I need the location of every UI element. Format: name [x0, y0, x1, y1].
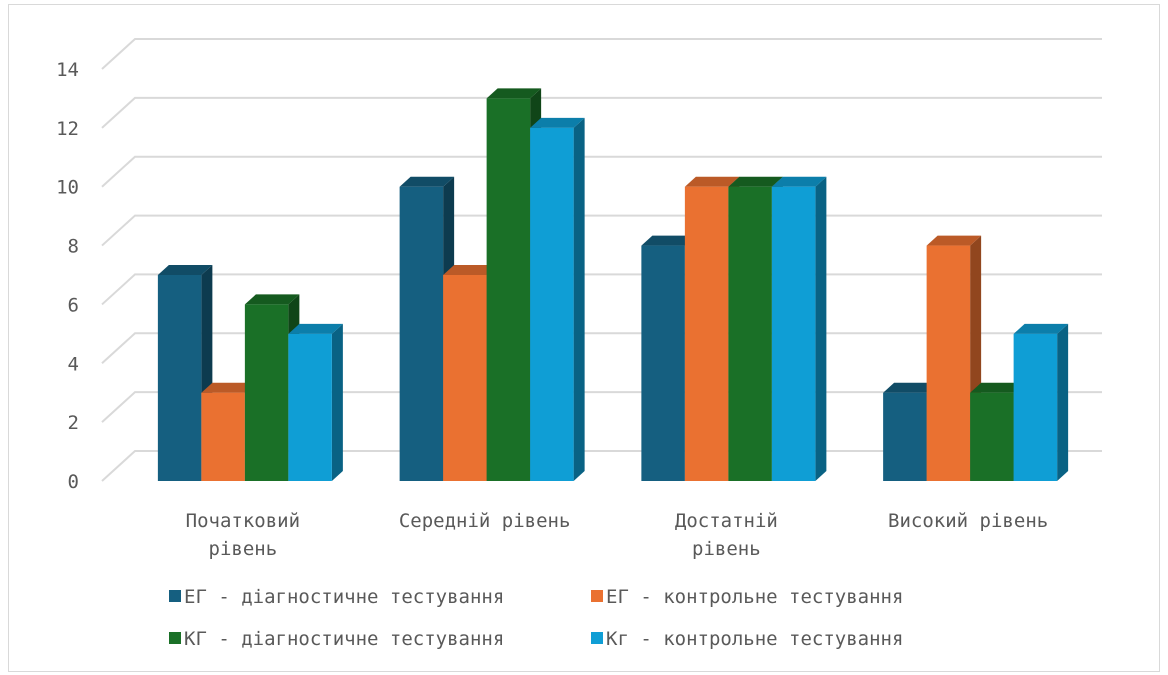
legend-item: Кг - контрольне тестування	[591, 628, 903, 650]
y-tick-label: 6	[68, 294, 79, 316]
legend-label: ЕГ - контрольне тестування	[606, 586, 903, 608]
legend-item: ЕГ - діагностичне тестування	[169, 586, 504, 608]
legend-item: ЕГ - контрольне тестування	[591, 586, 903, 608]
gridline-12	[101, 96, 1102, 129]
gridlines	[101, 38, 1102, 482]
x-category-label: Середній рівень	[399, 510, 571, 532]
y-tick-label: 2	[68, 412, 79, 434]
legend-swatch	[591, 590, 603, 602]
x-category-label: Початковий рівень	[186, 510, 300, 560]
bars	[157, 88, 1069, 481]
y-tick-label: 12	[56, 118, 79, 140]
gridline-14	[101, 38, 1102, 70]
y-axis-tick-labels: 0 2 4 6 8 10 12 14	[56, 59, 79, 493]
legend: ЕГ - діагностичне тестування ЕГ - контрол…	[169, 586, 903, 650]
y-tick-label: 10	[56, 177, 79, 199]
bar	[1013, 323, 1069, 481]
legend-swatch	[169, 590, 181, 602]
x-axis-category-labels: Початковий рівень Середній рівень Достатній…	[186, 510, 1049, 560]
bar	[157, 265, 213, 481]
legend-swatch	[169, 632, 181, 644]
x-category-label: Високий рівень	[888, 510, 1048, 532]
bar	[486, 88, 542, 481]
legend-label: КГ - діагностичне тестування	[184, 628, 504, 650]
bar	[771, 176, 827, 481]
y-tick-label: 14	[56, 59, 79, 81]
bar-chart: 0 2 4 6 8 10 12 14 Початковий рівень Середній рів…	[56, 38, 1102, 650]
y-tick-label: 0	[68, 471, 79, 493]
bar	[288, 323, 343, 481]
legend-swatch	[591, 632, 603, 644]
gridline-10	[101, 155, 1102, 188]
y-tick-label: 4	[68, 353, 79, 375]
legend-label: Кг - контрольне тестування	[606, 628, 903, 650]
legend-item: КГ - діагностичне тестування	[169, 628, 504, 650]
y-tick-label: 8	[68, 236, 79, 258]
legend-label: ЕГ - діагностичне тестування	[184, 586, 504, 608]
chart-frame: 0 2 4 6 8 10 12 14 Початковий рівень Середній рів…	[8, 4, 1160, 672]
x-category-label: Достатній рівень	[675, 510, 778, 560]
bar	[530, 117, 585, 481]
